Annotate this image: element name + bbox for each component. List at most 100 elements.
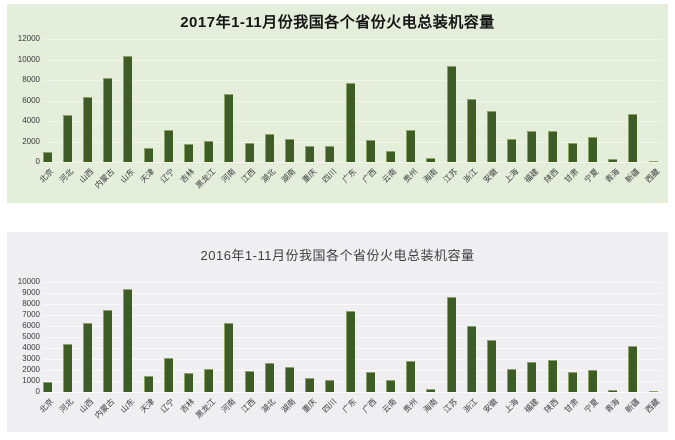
bar-吉林	[183, 372, 193, 392]
bar-上海	[507, 139, 517, 162]
x-axis-tick-label: 河南	[219, 167, 238, 185]
bar-宁夏	[587, 370, 597, 392]
x-axis-tick-label: 辽宁	[158, 167, 177, 185]
bar-广东	[345, 83, 355, 162]
bar-湖南	[284, 138, 294, 162]
bar-内蒙古	[103, 77, 113, 162]
x-axis-tick-label: 天津	[138, 167, 157, 185]
bar-广东	[345, 310, 355, 392]
x-axis-tick-label: 江西	[239, 167, 258, 185]
y-axis-tick-label: 4000	[22, 343, 40, 352]
x-axis-tick-label: 西藏	[643, 397, 662, 415]
bar-安徽	[486, 110, 496, 162]
bar-云南	[385, 379, 395, 392]
x-axis-tick-label: 河南	[219, 397, 238, 415]
x-axis-tick-label: 青海	[603, 167, 621, 185]
x-axis-tick-label: 重庆	[300, 397, 318, 415]
chart-panel-2016: 2016年1-11月份我国各个省份火电总装机容量 0 1000 2000 3000 40…	[7, 232, 668, 432]
bar-江西	[244, 371, 254, 392]
x-axis-tick-label: 福建	[522, 397, 541, 415]
bar-新疆	[628, 345, 638, 392]
bar-海南	[426, 389, 436, 392]
x-axis-tick-label: 海南	[421, 397, 440, 415]
x-axis-tick-label: 山东	[118, 397, 137, 415]
x-axis-tick-label: 陕西	[542, 397, 561, 415]
x-axis-tick-label: 广西	[360, 397, 379, 415]
bar-重庆	[305, 146, 315, 162]
bar-海南	[426, 157, 436, 162]
bar-黑龙江	[204, 368, 214, 392]
bar-陕西	[547, 360, 557, 392]
x-axis-tick-label: 江西	[239, 397, 258, 415]
x-axis-tick-label: 湖北	[259, 167, 278, 185]
plot-area-2017: 0 2000 4000 6000 8000 10000 12000 北京 河北 山西 内蒙古 山东 天津…	[7, 4, 668, 203]
y-axis-tick-label: 0	[35, 157, 40, 166]
x-axis-tick-label: 黑龙江	[193, 397, 217, 421]
bar-重庆	[305, 377, 315, 392]
x-axis-tick-label: 山东	[118, 167, 137, 185]
x-axis-tick-label: 湖北	[259, 397, 278, 415]
x-axis-tick-label: 河北	[57, 397, 76, 415]
gridline	[44, 59, 662, 61]
plot-area-2016: 0 1000 2000 3000 4000 5000 6000 7000 8000 9000 100…	[7, 232, 668, 432]
y-axis-tick-label: 3000	[22, 354, 40, 363]
gridline	[44, 304, 662, 305]
bar-四川	[325, 380, 335, 392]
y-axis-tick-label: 8000	[22, 299, 40, 308]
x-axis-tick-label: 天津	[138, 397, 157, 415]
bar-河南	[224, 94, 234, 162]
x-axis-tick-label: 广东	[340, 397, 359, 415]
x-axis-tick-label: 甘肃	[562, 397, 581, 415]
x-axis-tick-label: 湖南	[280, 397, 298, 415]
x-axis-tick-label: 安徽	[482, 167, 500, 185]
y-axis-tick-label: 4000	[22, 116, 40, 125]
bar-河北	[62, 343, 72, 392]
bar-江苏	[446, 65, 456, 162]
x-axis-tick-label: 海南	[421, 167, 440, 185]
x-axis-tick-label: 江苏	[441, 397, 460, 415]
gridline	[44, 80, 662, 81]
y-axis-tick-label: 0	[35, 387, 40, 396]
bar-贵州	[406, 130, 416, 162]
bar-吉林	[183, 144, 193, 162]
x-axis-tick-label: 浙江	[461, 397, 480, 415]
x-axis-tick-label: 河北	[57, 167, 76, 185]
y-axis-tick-label: 10000	[17, 277, 40, 286]
x-axis-tick-label: 甘肃	[562, 167, 581, 185]
x-axis-tick-label: 辽宁	[158, 397, 177, 415]
bar-甘肃	[567, 142, 577, 162]
bar-云南	[385, 150, 395, 162]
bar-浙江	[466, 99, 476, 162]
bar-陕西	[547, 131, 557, 162]
bar-青海	[608, 389, 618, 392]
bar-广西	[365, 140, 375, 162]
bar-湖南	[284, 366, 294, 392]
y-axis-tick-label: 6000	[22, 95, 40, 105]
bar-甘肃	[567, 372, 577, 392]
x-axis-tick-label: 云南	[381, 397, 399, 415]
x-axis-tick-label: 贵州	[401, 397, 419, 415]
y-axis-tick-label: 9000	[22, 288, 40, 297]
bar-西藏	[648, 161, 658, 162]
gridline	[44, 282, 662, 283]
gridline	[44, 39, 662, 40]
bar-山西	[82, 97, 92, 162]
x-axis-tick-label: 四川	[320, 397, 339, 415]
x-axis-tick-label: 宁夏	[583, 167, 601, 185]
bar-上海	[507, 368, 517, 392]
x-axis-tick-label: 北京	[37, 397, 56, 415]
x-axis-tick-label: 上海	[502, 167, 520, 185]
y-axis-tick-label: 7000	[22, 310, 40, 319]
bar-湖北	[264, 134, 274, 162]
bar-山东	[123, 288, 133, 392]
bar-青海	[608, 158, 618, 162]
y-axis-tick-label: 2000	[22, 365, 40, 374]
chart-title-2017: 2017年1-11月份我国各个省份火电总装机容量	[180, 14, 495, 31]
x-axis-tick-label: 四川	[320, 167, 339, 185]
bar-天津	[143, 376, 153, 392]
x-axis-tick-label: 上海	[502, 397, 520, 415]
bar-安徽	[486, 339, 496, 392]
x-axis-tick-label: 北京	[37, 167, 56, 185]
x-axis-tick-label: 黑龙江	[193, 167, 217, 191]
x-axis-tick-label: 湖南	[280, 167, 298, 185]
